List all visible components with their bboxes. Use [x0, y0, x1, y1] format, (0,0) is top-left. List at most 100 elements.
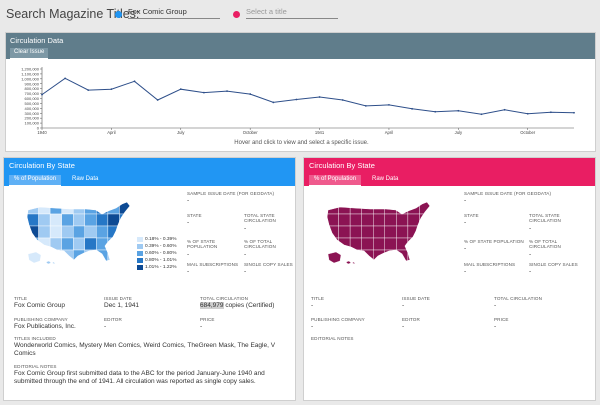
title-value: - — [311, 302, 314, 309]
state-region[interactable] — [384, 202, 397, 215]
state-region[interactable] — [84, 202, 97, 215]
state-region[interactable] — [38, 213, 51, 227]
state-region[interactable] — [419, 237, 431, 251]
state-region[interactable] — [396, 213, 409, 227]
state-region[interactable] — [119, 213, 131, 227]
state-region[interactable] — [38, 202, 51, 215]
state-region[interactable] — [361, 225, 374, 239]
state-region[interactable] — [419, 213, 431, 227]
title-search-input-a[interactable]: Fox Comic Group — [128, 5, 220, 19]
tab-percent-population-left[interactable]: % of Population — [9, 175, 62, 186]
state-region[interactable] — [349, 237, 362, 251]
us-choropleth-map-left[interactable] — [24, 198, 134, 268]
state-region[interactable] — [338, 202, 351, 215]
legend-row: 0.39% - 0.60% — [137, 243, 176, 250]
state-region[interactable] — [419, 249, 431, 262]
state-region[interactable] — [361, 237, 374, 251]
state-region[interactable] — [96, 249, 109, 262]
state-region[interactable] — [27, 225, 39, 239]
state-region[interactable] — [396, 249, 409, 262]
state-region[interactable] — [384, 213, 397, 227]
state-region[interactable] — [107, 202, 120, 215]
state-region[interactable] — [327, 225, 339, 239]
title-search-input-b[interactable]: Select a title — [246, 5, 338, 19]
state-region[interactable] — [73, 249, 85, 262]
y-tick-label: 800,000 — [25, 86, 40, 91]
sample-issue-label: Sample Issue Date (for Geodata) — [464, 191, 552, 196]
state-region[interactable] — [49, 213, 62, 227]
state-region[interactable] — [61, 225, 74, 239]
single-copy-sales-value: - — [529, 268, 532, 275]
state-region[interactable] — [84, 225, 97, 239]
state-region[interactable] — [119, 225, 131, 239]
state-region[interactable] — [361, 202, 374, 215]
state-region[interactable] — [107, 213, 120, 227]
search-bar: Search Magazine Titles: Fox Comic Group … — [0, 0, 600, 28]
state-hawaii[interactable] — [45, 260, 56, 265]
state-region[interactable] — [407, 213, 420, 227]
state-region[interactable] — [407, 202, 420, 215]
state-region[interactable] — [373, 213, 385, 227]
state-region[interactable] — [396, 225, 409, 239]
tab-raw-data-left[interactable]: Raw Data — [72, 176, 99, 182]
state-hawaii[interactable] — [345, 260, 356, 265]
state-region[interactable] — [107, 237, 120, 251]
state-region[interactable] — [361, 213, 374, 227]
state-region[interactable] — [373, 249, 385, 262]
state-region[interactable] — [38, 225, 51, 239]
us-choropleth-map-right[interactable] — [324, 198, 434, 268]
state-alaska[interactable] — [327, 251, 342, 264]
price-value: - — [494, 323, 497, 330]
state-region[interactable] — [73, 213, 85, 227]
state-region[interactable] — [349, 213, 362, 227]
state-region[interactable] — [96, 213, 109, 227]
state-region[interactable] — [419, 225, 431, 239]
data-point — [272, 101, 275, 104]
state-region[interactable] — [338, 237, 351, 251]
state-region[interactable] — [73, 202, 85, 215]
tab-percent-population-right[interactable]: % of Population — [309, 175, 362, 186]
state-region[interactable] — [407, 237, 420, 251]
state-region[interactable] — [119, 237, 131, 251]
clear-issue-button[interactable]: Clear Issue — [10, 48, 49, 59]
state-region[interactable] — [84, 213, 97, 227]
price-label: Price — [200, 317, 215, 322]
editorial-notes-label: Editorial Notes — [14, 364, 57, 369]
state-region[interactable] — [373, 225, 385, 239]
state-region[interactable] — [373, 202, 385, 215]
state-region[interactable] — [49, 249, 62, 262]
state-region[interactable] — [73, 225, 85, 239]
state-region[interactable] — [373, 237, 385, 251]
percent-total-circulation-value: - — [529, 251, 532, 258]
data-point — [503, 108, 506, 111]
sample-issue-value: - — [464, 197, 467, 204]
state-region[interactable] — [84, 237, 97, 251]
state-region[interactable] — [38, 237, 51, 251]
state-region[interactable] — [61, 202, 74, 215]
state-region[interactable] — [349, 249, 362, 262]
state-panel-right: Circulation By State % of Population Raw… — [303, 157, 596, 401]
state-region[interactable] — [61, 237, 74, 251]
state-panel-right-header: Circulation By State % of Population Raw… — [304, 158, 595, 186]
total-state-circulation-value: - — [529, 225, 532, 232]
state-region[interactable] — [361, 249, 374, 262]
state-region[interactable] — [49, 237, 62, 251]
state-region[interactable] — [61, 213, 74, 227]
state-region[interactable] — [338, 225, 351, 239]
state-region[interactable] — [49, 225, 62, 239]
state-region[interactable] — [73, 237, 85, 251]
state-region[interactable] — [119, 249, 131, 262]
state-panel-left-header: Circulation By State % of Population Raw… — [4, 158, 295, 186]
data-point — [226, 90, 228, 93]
state-region[interactable] — [338, 213, 351, 227]
state-region[interactable] — [384, 225, 397, 239]
state-alaska[interactable] — [27, 251, 42, 264]
circulation-line-chart[interactable]: 1,200,0001,100,0001,000,000900,000800,00… — [6, 59, 595, 139]
state-region[interactable] — [96, 225, 109, 239]
state-region[interactable] — [61, 249, 74, 262]
single-copy-sales-label: Single Copy Sales — [529, 262, 578, 267]
state-region[interactable] — [349, 225, 362, 239]
state-region[interactable] — [384, 237, 397, 251]
tab-raw-data-right[interactable]: Raw Data — [372, 176, 399, 182]
data-point — [388, 103, 390, 106]
